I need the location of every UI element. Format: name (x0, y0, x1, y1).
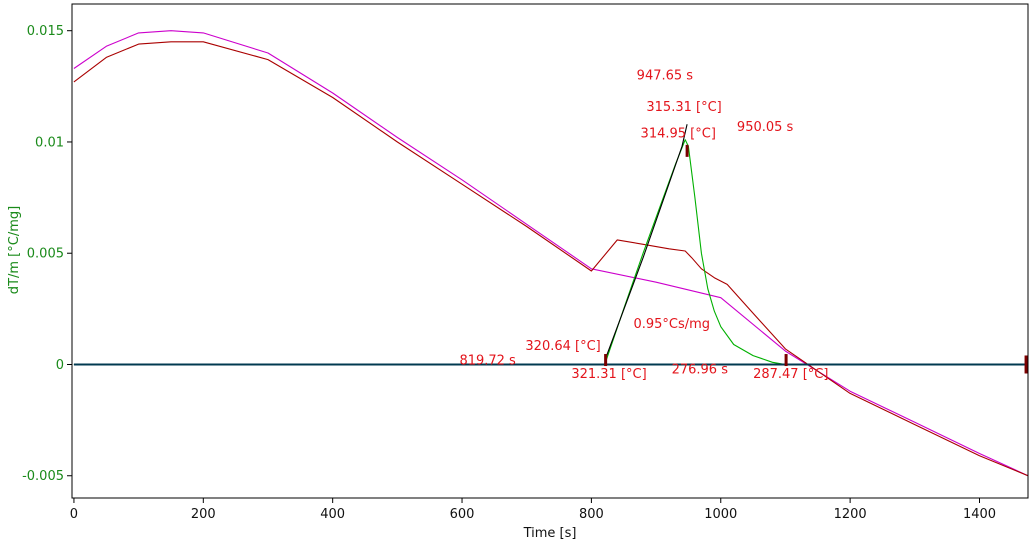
annotation-label-4: 950.05 s (737, 120, 794, 135)
y-tick-label: 0.015 (27, 24, 64, 39)
y-tick-label: 0 (56, 358, 64, 373)
annotation-label-6: 320.64 [°C] (525, 339, 600, 354)
y-tick-label: 0.005 (27, 247, 64, 262)
marker-layer (604, 144, 1028, 374)
series-layer (73, 30, 1029, 477)
marker-1 (604, 354, 608, 367)
series-line-2 (73, 41, 1029, 477)
plot-frame (71, 3, 1029, 499)
x-tick-label: 400 (320, 507, 345, 522)
y-tick-label: -0.005 (22, 469, 64, 484)
marker-2 (685, 144, 689, 157)
x-tick-label: 0 (70, 507, 78, 522)
x-tick-label: 1400 (963, 507, 996, 522)
y-axis-label: dT/m [°C/mg] (7, 206, 22, 294)
annotation-label-1: 947.65 s (637, 69, 694, 84)
annotation-label-8: 321.31 [°C] (571, 367, 646, 382)
x-tick-label: 600 (450, 507, 475, 522)
y-tick-label: 0.01 (35, 135, 64, 150)
annotation-label-9: 276.96 s (672, 362, 729, 377)
annotation-label-5: 0.95°Cs/mg (633, 317, 710, 332)
axis-layer: -0.005 0 0.005 0.01 0.015 0 200 400 600 800 1000 12… (22, 3, 1029, 522)
annotation-layer: 947.65 s 315.31 [°C] 314.95 [°C] 950.05 s 0.… (459, 69, 828, 382)
x-tick-label: 1200 (834, 507, 867, 522)
x-tick-label: 200 (191, 507, 216, 522)
annotation-label-2: 315.31 [°C] (646, 100, 721, 115)
marker-4 (1024, 355, 1028, 374)
x-tick-label: 800 (579, 507, 604, 522)
annotation-label-10: 287.47 [°C] (753, 367, 828, 382)
series-line-4 (604, 124, 688, 361)
x-axis-label: Time [s] (523, 526, 577, 541)
annotation-label-7: 819.72 s (459, 353, 516, 368)
x-tick-label: 1000 (704, 507, 737, 522)
annotation-label-3: 314.95 [°C] (641, 127, 716, 142)
series-line-1 (73, 30, 1029, 477)
marker-3 (784, 354, 788, 367)
